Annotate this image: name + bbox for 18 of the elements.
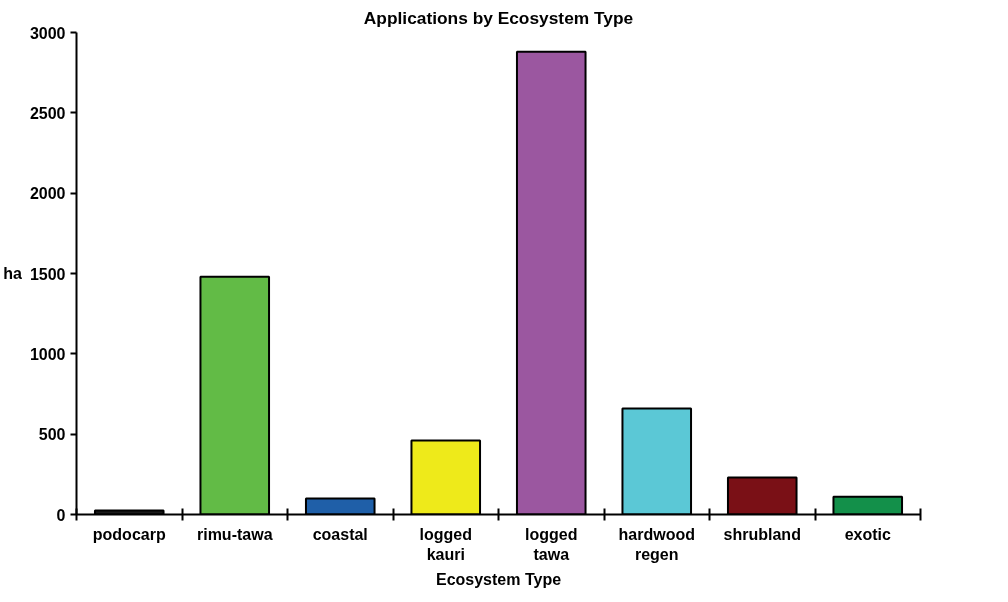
x-tick-label: coastal [312,525,368,543]
x-tick-label: hardwood regen [618,525,695,563]
y-tick-label: 2000 [29,185,66,203]
x-tick-label: podocarp [92,525,166,543]
y-tick-label: 1500 [29,265,66,283]
chart-title: Applications by Ecosystem Type [363,7,634,28]
x-tick-label: logged kauri [419,525,472,563]
x-tick-label: rimu-tawa [196,525,273,543]
y-tick-label: 3000 [29,24,66,42]
y-tick-label: 0 [56,506,66,524]
x-tick-label: exotic [844,525,891,543]
x-tick-label: shrubland [723,525,801,543]
y-tick-label: 1000 [29,345,66,363]
x-axis-title: Ecosystem Type [435,570,562,588]
x-tick-label: logged tawa [525,525,578,563]
y-tick-label: 500 [38,426,66,444]
y-axis-title: ha [3,265,23,282]
y-tick-label: 2500 [29,104,66,122]
